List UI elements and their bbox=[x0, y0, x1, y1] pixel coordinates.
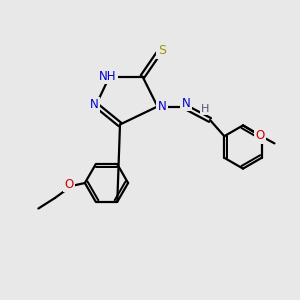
Text: H: H bbox=[201, 103, 210, 114]
Text: N: N bbox=[182, 97, 190, 110]
Text: O: O bbox=[256, 129, 265, 142]
Text: O: O bbox=[64, 178, 74, 191]
Text: N: N bbox=[90, 98, 99, 112]
Text: N: N bbox=[158, 100, 166, 113]
Text: NH: NH bbox=[99, 70, 117, 83]
Text: S: S bbox=[158, 44, 166, 58]
